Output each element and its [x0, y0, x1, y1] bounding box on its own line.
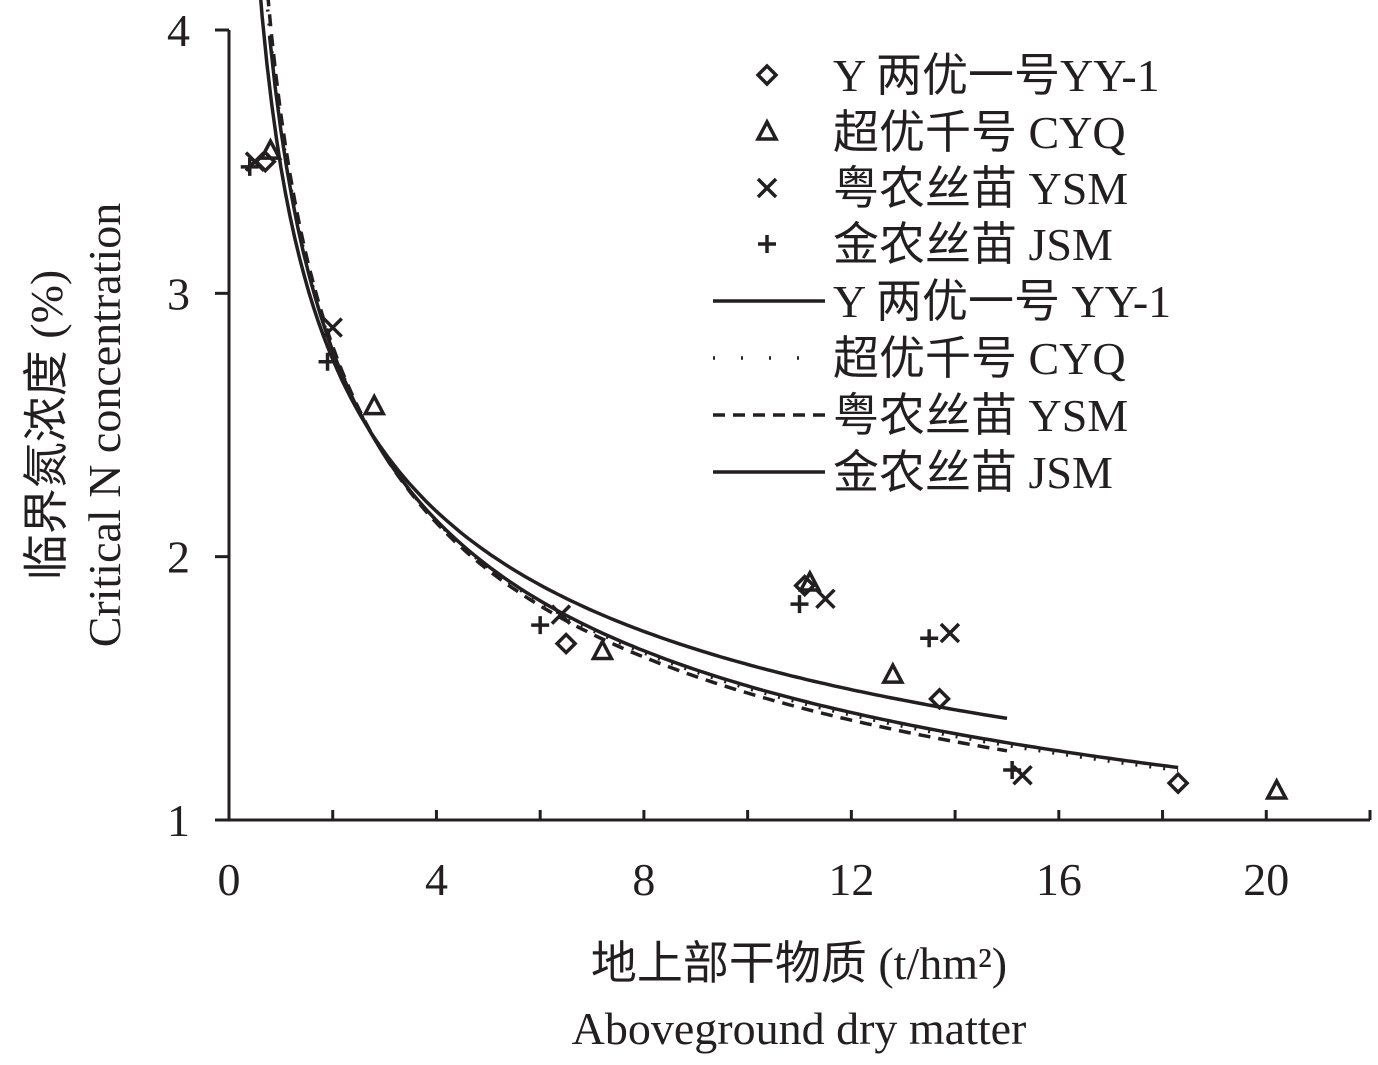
plus-marker: [1003, 760, 1022, 779]
legend-label: 粤农丝苗 YSM: [833, 390, 1128, 441]
plus-marker: [790, 595, 809, 614]
x-tick-label: 0: [218, 854, 241, 905]
axes: [227, 30, 1370, 822]
triangle-marker: [590, 637, 615, 661]
legend-triangle-icon: [755, 118, 779, 141]
y-tick-label: 1: [167, 795, 190, 846]
diamond-marker: [793, 574, 817, 598]
diamond-marker: [554, 632, 578, 656]
data-markers: [240, 137, 1289, 800]
legend-label: 超优千号 CYQ: [833, 107, 1126, 158]
x-tick-label: 8: [632, 854, 655, 905]
plus-marker: [531, 616, 550, 635]
fit-curve: [267, 35, 1179, 770]
diamond-marker: [928, 687, 952, 711]
fit-curves: [259, 0, 1179, 773]
legend-diamond-icon: [755, 63, 779, 87]
triangle-marker: [797, 569, 822, 592]
x-marker: [322, 317, 343, 338]
x-marker: [939, 622, 961, 644]
plus-marker: [920, 629, 939, 648]
legend-label: 金农丝苗 JSM: [833, 219, 1113, 270]
legend-label: 金农丝苗 JSM: [833, 447, 1113, 498]
x-marker: [550, 604, 572, 625]
diamond-marker: [1166, 771, 1190, 795]
y-tick-label: 2: [167, 532, 190, 583]
triangle-marker: [258, 137, 283, 160]
legend-plus-icon: [758, 235, 776, 253]
legend-label: Y 两优一号 YY-1: [833, 276, 1171, 327]
legend-x-icon: [756, 177, 778, 199]
legend-label: 超优千号 CYQ: [833, 333, 1126, 384]
y-axis-title-en: Critical N concentration: [79, 203, 130, 648]
x-tick-label: 16: [1036, 854, 1082, 905]
legend-label: Y 两优一号YY-1: [833, 50, 1160, 101]
x-axis-title-cn: 地上部干物质 (t/hm²): [591, 938, 1007, 989]
triangle-marker: [880, 661, 905, 684]
triangle-marker: [362, 392, 387, 416]
x-tick-label: 20: [1243, 854, 1289, 905]
legend-label: 粤农丝苗 YSM: [833, 163, 1128, 214]
y-tick-label: 3: [167, 268, 190, 319]
triangle-marker: [1264, 777, 1289, 800]
plus-marker: [240, 157, 259, 176]
x-tick-label: 4: [425, 854, 448, 905]
x-marker: [815, 588, 836, 610]
y-axis-title-cn: 临界氮浓度 (%): [21, 270, 72, 580]
x-tick-label: 12: [828, 854, 874, 905]
x-axis-title-en: Aboveground dry matter: [572, 1003, 1027, 1054]
plus-marker: [318, 352, 337, 371]
fit-curve: [264, 0, 1179, 773]
y-tick-label: 4: [167, 5, 190, 56]
